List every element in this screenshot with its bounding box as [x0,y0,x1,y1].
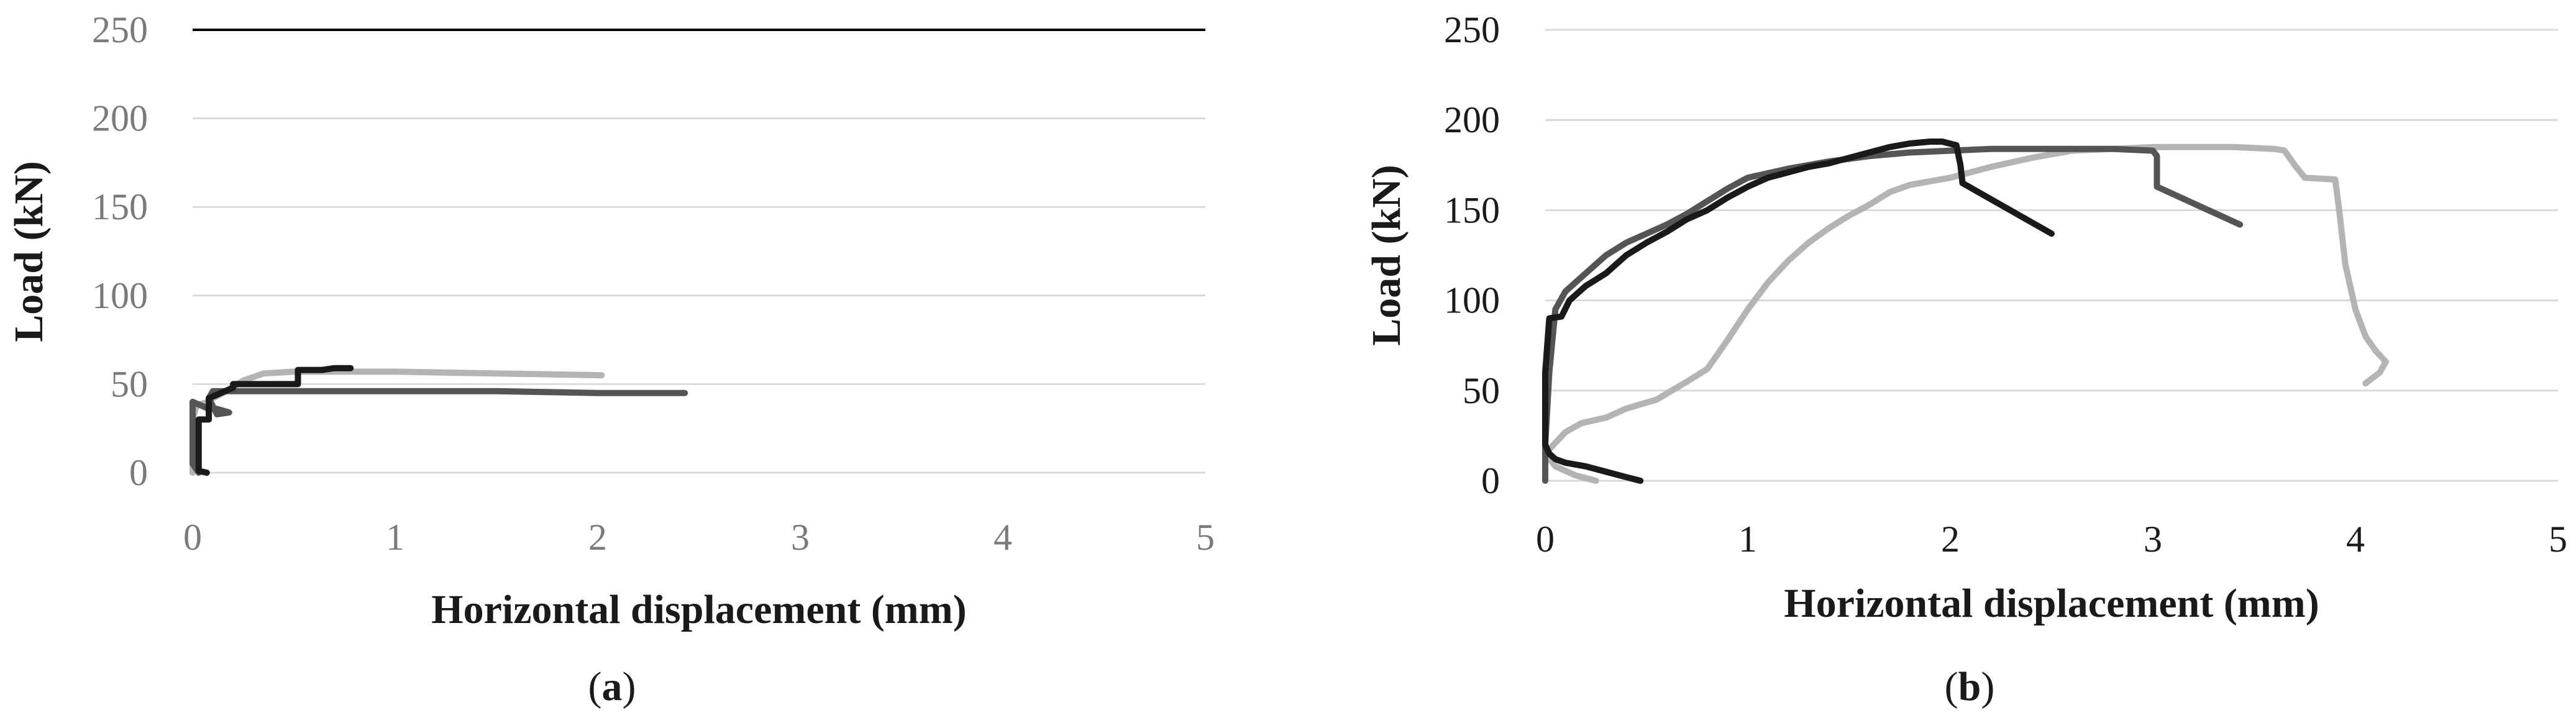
x-tick-label: 2 [588,517,607,558]
y-axis-title: Load (kN) [1364,165,1409,346]
x-tick-label: 1 [1738,519,1757,560]
series-line-2 [190,388,688,476]
x-tick-label: 1 [386,517,404,558]
y-axis-title: Load (kN) [6,161,52,342]
y-tick-label: 200 [1444,99,1500,140]
y-tick-label: 100 [92,275,148,316]
y-tick-label: 0 [129,452,148,493]
x-tick-label: 0 [1536,519,1555,560]
x-axis-title: Horizontal displacement (mm) [431,587,967,632]
panel-label-close: ) [623,664,636,709]
series-line-3 [195,365,354,476]
x-tick-label: 5 [1196,517,1215,558]
x-tick-label: 4 [993,517,1012,558]
series-line-3 [1542,139,2055,484]
series-line-1 [1542,143,2389,484]
x-tick-label: 3 [2144,519,2162,560]
chart-panel-a: 0 50 100 150 200 250 0 1 2 3 4 5 Load (kN) Horizont… [6,9,1215,709]
plot-area [1545,30,2558,481]
y-tick-label: 100 [1444,280,1500,321]
x-tick-label: 5 [2549,519,2567,560]
series-line-2 [1542,145,2244,484]
x-tick-label: 4 [2346,519,2365,560]
y-tick-label: 50 [1463,370,1500,411]
series-lines [1542,139,2389,484]
y-tick-label: 250 [92,9,148,50]
y-tick-label: 200 [92,98,148,139]
tick-labels: 0 50 100 150 200 250 0 1 2 3 4 5 [1444,9,2567,560]
x-axis-title: Horizontal displacement (mm) [1784,581,2319,626]
y-tick-label: 0 [1481,460,1500,501]
y-tick-label: 150 [92,186,148,227]
gridlines [1545,29,2558,482]
x-tick-label: 2 [1941,519,1960,560]
x-tick-label: 3 [791,517,810,558]
y-tick-label: 150 [1444,189,1500,230]
panel-label-b: (b) [1945,664,1995,709]
tick-labels: 0 50 100 150 200 250 0 1 2 3 4 5 [92,9,1215,558]
panel-label-letter: b [1958,664,1981,709]
plot-area [193,30,1205,473]
x-tick-label: 0 [183,517,202,558]
panel-label-open: ( [588,664,602,709]
y-tick-label: 250 [1444,9,1500,50]
panel-label-letter: a [602,664,623,709]
panel-label-a: (a) [588,664,636,709]
panel-label-close: ) [1981,664,1994,709]
series-lines [190,365,688,476]
panel-label-open: ( [1945,664,1958,709]
chart-panel-b: 0 50 100 150 200 250 0 1 2 3 4 5 Load (kN) Horizont… [1364,9,2567,709]
y-tick-label: 50 [111,363,148,404]
